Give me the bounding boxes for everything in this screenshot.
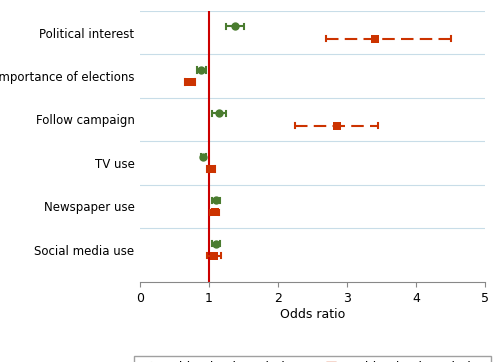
Legend: Objective knowledge, Subjective knowledge: Objective knowledge, Subjective knowledg…: [134, 356, 492, 362]
X-axis label: Odds ratio: Odds ratio: [280, 308, 345, 321]
